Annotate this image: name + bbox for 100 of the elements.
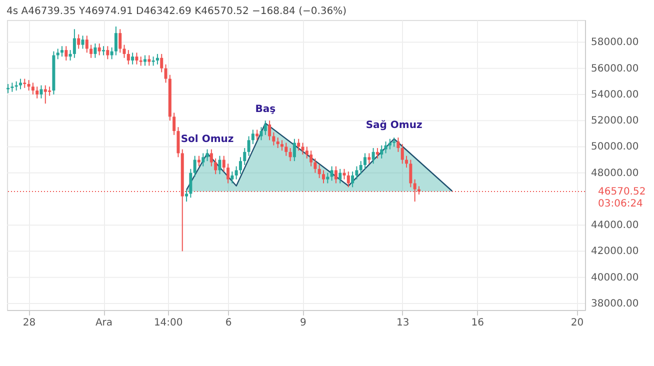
x-tick-label: Ara (95, 318, 113, 328)
candlestick (326, 172, 330, 184)
candlestick (23, 78, 26, 88)
candlestick (139, 56, 142, 66)
candlestick (284, 142, 288, 156)
candlestick (226, 163, 230, 184)
candlestick (268, 120, 272, 141)
candlestick (334, 166, 338, 184)
candlestick (272, 132, 276, 146)
candlestick (388, 138, 392, 150)
candlestick (110, 46, 114, 60)
candlestick (106, 46, 110, 60)
candlestick (234, 166, 238, 180)
candlestick (18, 78, 22, 90)
candlestick (72, 28, 76, 58)
candlestick (176, 126, 180, 158)
candlestick (126, 50, 130, 65)
candlestick (31, 82, 34, 95)
candlestick (276, 137, 280, 149)
candlestick (214, 158, 218, 175)
candlestick (409, 159, 412, 188)
candlestick (310, 150, 313, 167)
candlestick (384, 140, 388, 154)
y-tick-label: 38000.00 (591, 298, 639, 310)
candlestick (98, 43, 101, 56)
candlestick (264, 120, 267, 136)
candlestick (247, 136, 250, 156)
candlestick (36, 86, 39, 99)
candlestick (400, 144, 404, 164)
candlestick (380, 144, 384, 159)
candlestick (318, 164, 321, 179)
candlestick (189, 168, 192, 198)
x-tick-label: 28 (22, 318, 36, 328)
candlestick (152, 56, 155, 66)
candlestick (68, 50, 72, 61)
y-tick-label: 42000.00 (591, 246, 639, 258)
x-tick-label: 16 (471, 318, 484, 328)
candlestick (359, 160, 362, 175)
candlestick (90, 44, 93, 58)
candlestick (48, 86, 52, 96)
candlestick (27, 80, 30, 92)
candlestick (64, 46, 68, 61)
y-tick-label: 52000.00 (591, 116, 639, 127)
candlestick (144, 54, 147, 66)
candlestick (342, 168, 346, 180)
x-tick-label: 9 (300, 318, 306, 328)
candlestick (301, 142, 304, 156)
candlestick (396, 137, 400, 152)
candlestick (322, 170, 325, 184)
candlestick (193, 155, 196, 178)
candlestick (368, 152, 371, 164)
y-tick-label: 58000.00 (591, 37, 639, 48)
chart-title: 4s A46739.35 Y46974.91 D46342.69 K46570.52 −168.84 (−0.36%) (6, 6, 347, 17)
x-tick-label: 14:00 (154, 318, 183, 328)
candlestick (351, 171, 354, 188)
candlestick (40, 84, 43, 99)
candlestick (114, 26, 118, 56)
candlestick (135, 52, 138, 65)
candlestick (280, 140, 284, 152)
y-tick-label: 48000.00 (591, 168, 639, 179)
candlestick (185, 189, 188, 202)
y-tick-label: 44000.00 (591, 220, 639, 232)
candlestick (256, 129, 259, 141)
candlestick (314, 158, 317, 174)
y-tick-label: 54000.00 (591, 89, 639, 100)
candlestick (148, 54, 151, 66)
candlestick (222, 155, 226, 172)
candlestick (330, 166, 334, 182)
ref-line-label: 46570.52 03:06:24 (598, 186, 646, 210)
y-tick-label: 56000.00 (591, 63, 639, 74)
candlestick (94, 43, 97, 58)
x-tick-label: 20 (570, 318, 584, 328)
candlestick (292, 138, 296, 162)
candlestick (260, 126, 263, 141)
candlestick (122, 44, 126, 58)
candlestick (305, 146, 308, 159)
candlestick (338, 168, 342, 184)
candlestick (131, 52, 134, 65)
candlestick (372, 148, 375, 164)
candlestick (60, 46, 64, 58)
candlestick (172, 112, 176, 136)
candlestick (355, 166, 358, 180)
candlestick (243, 148, 246, 166)
annotation: Sol Omuz (180, 134, 234, 146)
candlestick (156, 53, 159, 65)
candlestick (218, 155, 222, 175)
annotation: Baş (255, 104, 276, 116)
x-tick-label: 6 (225, 318, 232, 328)
y-tick-label: 50000.00 (591, 142, 639, 153)
candlestick (206, 148, 209, 162)
candlestick (102, 46, 106, 56)
candlestick (164, 64, 168, 84)
candlestick (44, 84, 47, 104)
candlestick (392, 137, 396, 148)
y-tick-label: 40000.00 (591, 272, 639, 284)
candlestick (77, 34, 80, 50)
candlestick (85, 35, 88, 54)
candlestick (364, 152, 367, 170)
candlestick (202, 152, 205, 167)
candlestick (210, 148, 213, 167)
